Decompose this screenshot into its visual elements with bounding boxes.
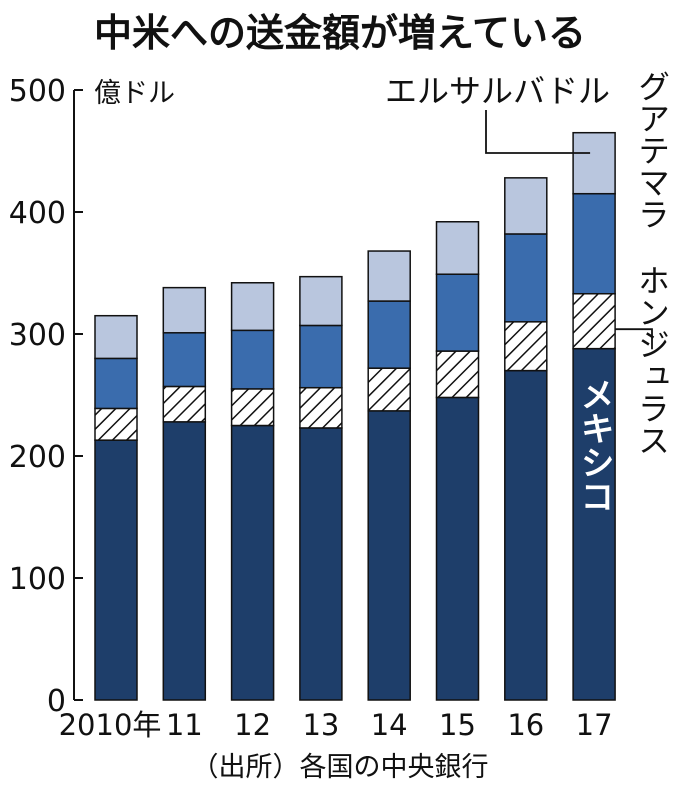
bar-segment-3-6 bbox=[504, 177, 548, 235]
bar-segment-1-4 bbox=[367, 367, 411, 412]
y-axis: 0 100 200 300 400 500 bbox=[9, 74, 83, 719]
x-tick-label: 12 bbox=[234, 708, 271, 742]
bar-segment-3-3 bbox=[299, 275, 343, 327]
bar-segment-1-2 bbox=[230, 388, 275, 427]
bar-segment-1-1 bbox=[162, 385, 207, 423]
bar-segment-0-3 bbox=[299, 427, 343, 701]
bar-segment-3-1 bbox=[162, 286, 207, 334]
series-label-3: エルサルバドル bbox=[385, 72, 610, 110]
series-label-1: ホンジュラス bbox=[633, 264, 671, 456]
x-tick-label: 16 bbox=[507, 708, 544, 742]
bar-segment-1-0 bbox=[94, 407, 138, 441]
series-label-0: メキシコ bbox=[574, 377, 614, 513]
x-tick-label: 15 bbox=[439, 708, 476, 742]
x-axis: 2010年 11 12 13 14 15 16 17 bbox=[59, 708, 613, 742]
x-tick-label: 11 bbox=[166, 708, 203, 742]
leader-line-el-salvador bbox=[485, 110, 591, 154]
bar-segment-3-7 bbox=[572, 131, 616, 195]
y-tick-label: 500 bbox=[9, 74, 66, 109]
bar-segment-2-1 bbox=[162, 332, 207, 388]
bar-segment-0-4 bbox=[367, 410, 411, 701]
bar-segment-0-5 bbox=[435, 396, 480, 701]
bar-segment-1-5 bbox=[435, 350, 480, 399]
chart-title: 中米への送金額が増えている bbox=[94, 11, 586, 55]
bar-segment-0-1 bbox=[162, 421, 207, 701]
x-tick-label: 14 bbox=[371, 708, 408, 742]
bar-segment-2-0 bbox=[94, 357, 138, 410]
y-tick-label: 100 bbox=[9, 562, 66, 597]
bar-segment-0-0 bbox=[94, 439, 138, 701]
bar-segment-1-7 bbox=[572, 292, 616, 350]
y-tick-label: 0 bbox=[47, 684, 66, 719]
leader-line-honduras bbox=[615, 328, 653, 350]
bar-segment-2-6 bbox=[504, 233, 548, 323]
bar-segment-2-2 bbox=[230, 329, 275, 390]
bar-segment-2-7 bbox=[572, 192, 616, 295]
bars bbox=[94, 131, 616, 701]
bar-segment-2-4 bbox=[367, 300, 411, 369]
unit-label: 億ドル bbox=[94, 78, 175, 109]
x-tick-label: 13 bbox=[302, 708, 339, 742]
bar-segment-3-2 bbox=[230, 282, 275, 332]
x-tick-label: 2010年 bbox=[59, 708, 162, 742]
bar-segment-3-0 bbox=[94, 314, 138, 360]
bar-segment-0-6 bbox=[504, 369, 548, 701]
bar-segment-0-2 bbox=[230, 424, 275, 701]
y-tick-label: 300 bbox=[9, 318, 66, 353]
bar-segment-3-4 bbox=[367, 250, 411, 302]
bar-segment-2-5 bbox=[435, 273, 480, 352]
bar-segment-2-3 bbox=[299, 324, 343, 389]
source-note: （出所）各国の中央銀行 bbox=[192, 752, 489, 783]
bar-segment-1-3 bbox=[299, 386, 343, 429]
series-label-2: グアテマラ bbox=[633, 70, 671, 230]
y-tick-label: 400 bbox=[9, 196, 66, 231]
bar-segment-3-5 bbox=[435, 221, 480, 275]
bar-segment-1-6 bbox=[504, 321, 548, 372]
x-tick-label: 17 bbox=[576, 708, 613, 742]
y-tick-label: 200 bbox=[9, 440, 66, 475]
